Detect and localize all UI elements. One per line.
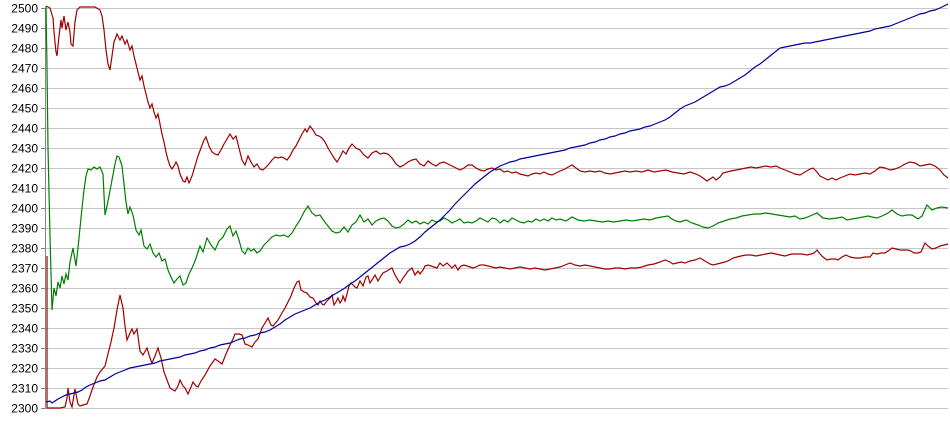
y-axis-label: 2300 [11,402,38,416]
y-axis-label: 2390 [11,222,38,236]
y-axis-label: 2400 [11,202,38,216]
y-axis-label: 2500 [11,2,38,16]
y-axis-label: 2310 [11,382,38,396]
series-upper-red-bound-line [45,5,949,185]
y-axis-label: 2370 [11,262,38,276]
series-lower-red-bound-line [46,241,949,410]
series-blue-cumulative-line [45,3,949,404]
y-axis-label: 2350 [11,302,38,316]
y-axis-label: 2420 [11,162,38,176]
y-axis-label: 2410 [11,182,38,196]
y-axis-label: 2430 [11,142,38,156]
y-axis-label: 2450 [11,102,38,116]
series-green-estimate-line [45,5,949,311]
y-axis-labels: 2500 2490 2480 2470 2460 2450 2440 2430 2420 2410… [11,2,38,416]
y-axis-label: 2480 [11,42,38,56]
y-axis-label: 2460 [11,82,38,96]
y-axis-label: 2470 [11,62,38,76]
y-axis-label: 2490 [11,22,38,36]
y-axis-label: 2440 [11,122,38,136]
y-axis-label: 2320 [11,362,38,376]
gridlines [46,8,948,409]
y-axis-label: 2340 [11,322,38,336]
chart-series [45,3,949,410]
y-axis-label: 2330 [11,342,38,356]
y-axis-label: 2360 [11,282,38,296]
y-axis-label: 2380 [11,242,38,256]
y-axis [41,8,46,409]
